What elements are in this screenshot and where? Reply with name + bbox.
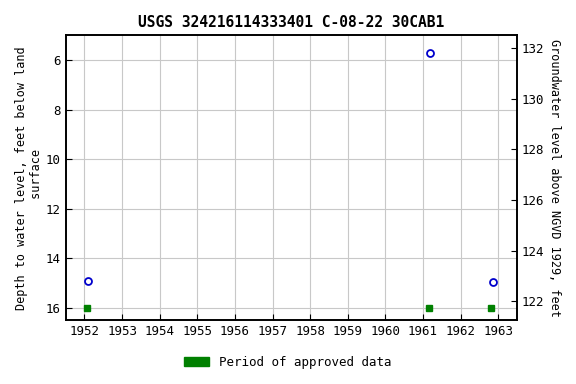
Title: USGS 324216114333401 C-08-22 30CAB1: USGS 324216114333401 C-08-22 30CAB1 <box>138 15 445 30</box>
Y-axis label: Groundwater level above NGVD 1929, feet: Groundwater level above NGVD 1929, feet <box>548 39 561 317</box>
Y-axis label: Depth to water level, feet below land
 surface: Depth to water level, feet below land su… <box>15 46 43 310</box>
Legend: Period of approved data: Period of approved data <box>179 351 397 374</box>
